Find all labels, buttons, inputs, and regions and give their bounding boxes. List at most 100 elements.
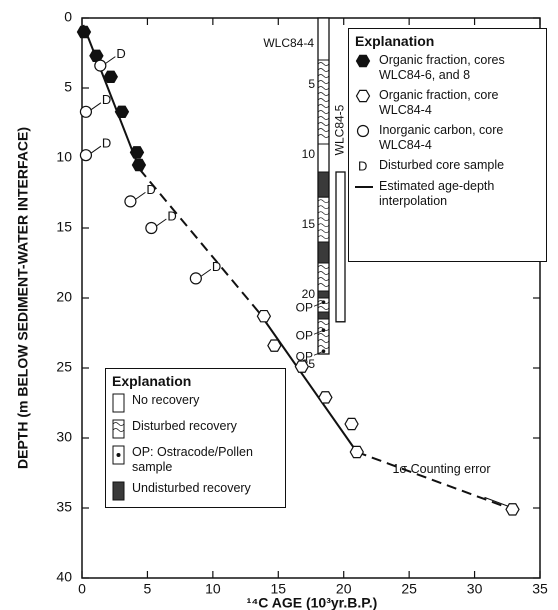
point-label: D — [102, 136, 111, 151]
y-tick-label: 5 — [64, 79, 72, 95]
legend-label: Disturbed core sample — [379, 158, 505, 172]
point — [129, 146, 145, 159]
y-tick-label: 10 — [56, 149, 72, 165]
core-legend-label: No recovery — [132, 393, 200, 407]
y-tick-label: 15 — [56, 219, 72, 235]
legend-item: Organic fraction, cores WLC84-6, and 8 — [355, 53, 540, 83]
x-tick-label: 35 — [532, 581, 548, 597]
point — [355, 89, 371, 103]
point — [505, 503, 520, 516]
core-sample-leader — [313, 301, 324, 307]
legend-label: Estimated age-depth interpolation — [379, 179, 495, 208]
x-tick-label: 30 — [467, 581, 483, 597]
annotation-leader — [484, 496, 509, 507]
legend-title: Explanation — [355, 33, 435, 49]
core-depth-label: 10 — [302, 147, 316, 161]
legend-symbol — [355, 186, 373, 188]
core-undisturbed — [317, 241, 330, 264]
x-tick-label: 10 — [205, 581, 221, 597]
core-depth-label: 15 — [302, 217, 316, 231]
x-tick-label: 20 — [336, 581, 352, 597]
legend-item: D Disturbed core sample — [355, 158, 540, 174]
core-legend-label: OP: Ostracode/Pollen sample — [132, 445, 253, 474]
core-legend-title: Explanation — [112, 373, 192, 389]
core-legend-swatch — [112, 445, 125, 465]
core-legend-swatch — [112, 419, 125, 439]
core-legend: Explanation No recovery Disturbed recovery… — [105, 368, 286, 508]
point-label-leader — [156, 218, 167, 227]
point-label-leader — [105, 56, 116, 65]
point — [79, 105, 93, 118]
point — [256, 309, 272, 323]
core-legend-item: Undisturbed recovery — [112, 481, 279, 501]
y-axis-label: DEPTH (m BELOW SEDIMENT-WATER INTERFACE) — [15, 127, 31, 469]
y-tick-label: 25 — [56, 359, 72, 375]
legend-item: Organic fraction, core WLC84-4 — [355, 88, 540, 118]
legend: Explanation Organic fraction, cores WLC84… — [348, 28, 547, 262]
interpolation-segment — [138, 168, 260, 313]
point — [189, 272, 202, 285]
point-label: D — [146, 182, 155, 197]
legend-symbol — [355, 89, 371, 103]
x-axis-label: ¹⁴C AGE (10³yr.B.P.) — [247, 595, 378, 610]
point — [318, 391, 333, 404]
core-undisturbed — [317, 311, 330, 320]
x-tick-label: 15 — [270, 581, 286, 597]
core-legend-item: OP: Ostracode/Pollen sample — [112, 445, 279, 475]
x-tick-label: 0 — [78, 581, 86, 597]
core-name: WLC84-5 — [333, 104, 347, 155]
core-depth-label: 20 — [302, 287, 316, 301]
interpolation-segment — [356, 451, 513, 511]
legend-label: Inorganic carbon, core WLC84-4 — [379, 123, 504, 152]
point — [131, 158, 147, 172]
y-tick-label: 40 — [56, 569, 72, 585]
core-legend-label: Undisturbed recovery — [132, 481, 251, 495]
y-tick-label: 30 — [56, 429, 72, 445]
core-wave — [317, 62, 330, 138]
y-tick-label: 0 — [64, 9, 72, 25]
y-tick-label: 35 — [56, 499, 72, 515]
core-op-dot — [116, 453, 121, 457]
legend-label: Organic fraction, cores WLC84-6, and 8 — [379, 53, 505, 82]
point-label: D — [102, 92, 111, 107]
point — [103, 70, 118, 84]
core-undisturbed — [317, 171, 330, 198]
point — [294, 360, 310, 373]
legend-item: Estimated age-depth interpolation — [355, 179, 540, 209]
y-tick-label: 20 — [56, 289, 72, 305]
interpolation-segment — [257, 311, 358, 453]
point — [114, 105, 130, 119]
interpolation-segment — [82, 24, 141, 170]
point-label: D — [167, 208, 176, 223]
core-undisturbed — [112, 481, 125, 501]
core-disturbed — [112, 419, 125, 439]
legend-item: Inorganic carbon, core WLC84-4 — [355, 123, 540, 153]
core-sample-leader — [313, 350, 324, 356]
core-depth-label: 5 — [308, 77, 315, 91]
point — [356, 124, 370, 138]
core-none — [112, 393, 125, 413]
point-label-leader — [90, 102, 102, 111]
core-legend-swatch — [112, 393, 125, 413]
point — [145, 221, 158, 235]
core-wave — [317, 265, 330, 287]
core-none — [317, 17, 330, 61]
point — [124, 195, 137, 208]
core-none — [317, 143, 330, 173]
point — [267, 339, 282, 352]
core-sample-label: OP — [296, 328, 313, 342]
core-outline — [335, 171, 346, 323]
point-label: D — [212, 259, 221, 274]
core-undisturbed — [317, 290, 330, 299]
point — [355, 54, 371, 68]
core-legend-label: Disturbed recovery — [132, 419, 237, 433]
point — [94, 59, 107, 72]
core-disturbed — [317, 297, 330, 313]
point — [344, 417, 359, 431]
legend-symbol: D — [358, 158, 367, 173]
point-label-leader — [200, 268, 212, 277]
core-sample-label: OP — [296, 300, 313, 314]
core-name: WLC84-4 — [263, 36, 314, 50]
